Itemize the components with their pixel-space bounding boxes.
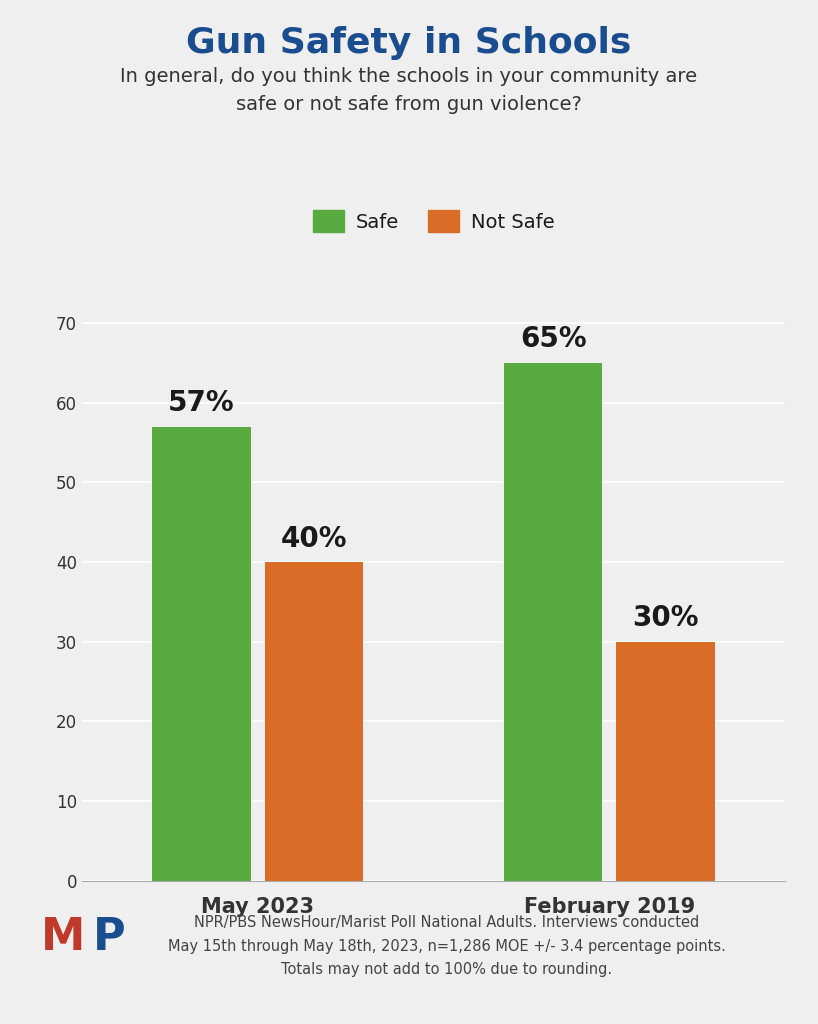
Bar bbox=[265, 562, 363, 881]
Bar bbox=[504, 362, 602, 881]
Text: P: P bbox=[93, 916, 126, 959]
Text: NPR/PBS NewsHour/Marist Poll National Adults. Interviews conducted
May 15th thro: NPR/PBS NewsHour/Marist Poll National Ad… bbox=[168, 915, 726, 977]
Bar bbox=[617, 642, 715, 881]
Text: Gun Safety in Schools: Gun Safety in Schools bbox=[187, 26, 631, 59]
Text: 57%: 57% bbox=[168, 389, 235, 417]
Text: 65%: 65% bbox=[519, 326, 587, 353]
Text: 40%: 40% bbox=[281, 524, 347, 553]
Text: M: M bbox=[41, 916, 85, 959]
Text: 30%: 30% bbox=[632, 604, 699, 632]
Legend: Safe, Not Safe: Safe, Not Safe bbox=[305, 202, 562, 241]
Text: In general, do you think the schools in your community are
safe or not safe from: In general, do you think the schools in … bbox=[120, 67, 698, 114]
Bar bbox=[152, 427, 250, 881]
